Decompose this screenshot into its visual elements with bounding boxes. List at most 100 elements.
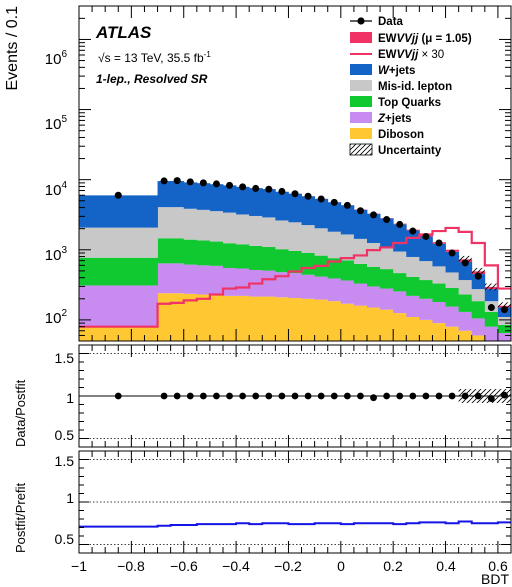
bar-mis-id-lepton bbox=[471, 289, 486, 302]
bar-mis-id-lepton bbox=[497, 316, 511, 325]
data-point bbox=[160, 177, 168, 185]
bar-mis-id-lepton bbox=[157, 207, 172, 239]
main-frame bbox=[78, 5, 512, 342]
bar-z-jets bbox=[419, 298, 433, 320]
bar-mis-id-lepton bbox=[327, 231, 342, 259]
bar-mis-id-lepton bbox=[314, 228, 329, 256]
legend-data-label: Data bbox=[378, 16, 404, 28]
axis-ticks bbox=[78, 5, 512, 553]
bar-mis-id-lepton bbox=[380, 246, 394, 270]
data-point bbox=[304, 192, 312, 200]
y-tick-1e6: 106 bbox=[45, 49, 68, 68]
ratio2-frame bbox=[78, 450, 512, 554]
bar-diboson bbox=[301, 298, 316, 341]
legend-diboson: Diboson bbox=[350, 128, 424, 141]
bar-z-jets bbox=[458, 311, 473, 331]
data-point bbox=[226, 181, 234, 189]
bar-z-jets bbox=[406, 295, 420, 317]
bar-diboson bbox=[406, 316, 420, 341]
ratio1-point bbox=[370, 394, 377, 402]
data-point bbox=[212, 180, 220, 188]
bar-z-jets bbox=[327, 278, 342, 302]
main-y-tick-labels: 102 103 104 105 106 bbox=[45, 49, 68, 327]
bar-diboson bbox=[471, 335, 486, 341]
data-point bbox=[199, 179, 207, 187]
bar-w-jets bbox=[353, 209, 368, 239]
bar-diboson bbox=[196, 294, 211, 341]
bar-w-jets bbox=[183, 182, 198, 209]
data-point bbox=[487, 304, 495, 312]
data-point bbox=[265, 185, 273, 193]
data-point bbox=[396, 220, 404, 228]
bar-z-jets bbox=[223, 267, 237, 296]
bar-diboson bbox=[445, 326, 460, 341]
bar-diboson bbox=[157, 293, 172, 341]
legend-ewvvjj-x30-label: EWVVjj × 30 bbox=[378, 49, 444, 61]
legend-ewvvjj: EWVVjj (μ = 1.05) bbox=[350, 32, 472, 45]
uncertainty-band bbox=[484, 283, 498, 291]
x-tick: −0.8 bbox=[117, 558, 145, 574]
bar-z-jets bbox=[393, 291, 407, 314]
x-tick-labels: −1 −0.8 −0.6 −0.4 −0.2 0 0.2 0.4 0.6 bbox=[71, 558, 508, 574]
bar-diboson bbox=[209, 294, 224, 341]
bar-w-jets bbox=[380, 218, 394, 247]
bar-top-quarks bbox=[262, 247, 276, 271]
ewvvjj-x30-histogram bbox=[79, 226, 511, 328]
bar-z-jets bbox=[196, 265, 211, 295]
x-tick: 0.6 bbox=[488, 558, 508, 574]
bar-w-jets bbox=[262, 189, 276, 218]
bar-diboson bbox=[380, 309, 394, 341]
legend-ewvvjj-x30: EWVVjj × 30 bbox=[350, 49, 444, 61]
y-tick-1e3: 103 bbox=[45, 245, 68, 264]
r1-tick-1.5: 1.5 bbox=[55, 350, 75, 366]
bar-top-quarks bbox=[484, 311, 499, 327]
y-tick-1e5: 105 bbox=[45, 114, 68, 133]
bar-top-quarks bbox=[170, 238, 185, 264]
legend-top: Top Quarks bbox=[350, 96, 441, 109]
legend-diboson-label: Diboson bbox=[378, 129, 424, 141]
bar-diboson bbox=[288, 298, 302, 341]
y-axis-title-main: Events / 0.1 bbox=[4, 6, 21, 91]
legend-zjets-label: Z+jets bbox=[377, 113, 412, 125]
bar-mis-id-lepton bbox=[262, 217, 276, 248]
bar-w-jets bbox=[327, 202, 342, 232]
ratio2-y-tick-labels: 0.5 1 1.5 bbox=[55, 453, 75, 547]
bar-top-quarks bbox=[380, 269, 394, 289]
bar-top-quarks bbox=[196, 240, 211, 266]
x-tick: 0.4 bbox=[436, 558, 456, 574]
bar-mis-id-lepton bbox=[170, 207, 185, 239]
bar-z-jets bbox=[170, 263, 185, 294]
r2-tick-1: 1 bbox=[66, 490, 74, 506]
data-point bbox=[383, 216, 391, 224]
data-point bbox=[186, 178, 194, 186]
bar-mis-id-lepton bbox=[223, 212, 237, 244]
bar-top-quarks bbox=[288, 250, 302, 274]
ratio1-point bbox=[160, 392, 168, 400]
bar-diboson bbox=[327, 301, 342, 341]
r2-tick-1.5: 1.5 bbox=[55, 453, 75, 469]
bar-top-quarks bbox=[353, 263, 368, 284]
bar-z-jets bbox=[353, 283, 368, 306]
ratio1-point bbox=[501, 391, 508, 399]
bar-mis-id-lepton bbox=[183, 208, 198, 240]
bar-w-jets bbox=[223, 185, 237, 213]
bar-diboson bbox=[353, 305, 368, 341]
bar-z-jets bbox=[236, 268, 250, 296]
bar-z-jets bbox=[471, 318, 486, 336]
bar-diboson bbox=[367, 307, 381, 341]
bar-z-jets bbox=[301, 274, 316, 299]
legend-data: Data bbox=[350, 16, 404, 28]
bar-w-jets bbox=[301, 196, 316, 226]
bar-top-quarks bbox=[223, 243, 237, 268]
x-tick: 0 bbox=[337, 558, 345, 574]
bar-mis-id-lepton bbox=[79, 227, 158, 258]
bar-mis-id-lepton bbox=[196, 209, 211, 241]
bar-w-jets bbox=[249, 188, 263, 216]
bar-w-jets bbox=[209, 184, 224, 212]
bar-mis-id-lepton bbox=[353, 238, 368, 264]
bar-w-jets bbox=[471, 274, 486, 290]
bar-mis-id-lepton bbox=[340, 234, 355, 261]
data-point bbox=[356, 207, 364, 215]
ratio1-point bbox=[330, 392, 338, 400]
bar-w-jets bbox=[196, 183, 211, 210]
